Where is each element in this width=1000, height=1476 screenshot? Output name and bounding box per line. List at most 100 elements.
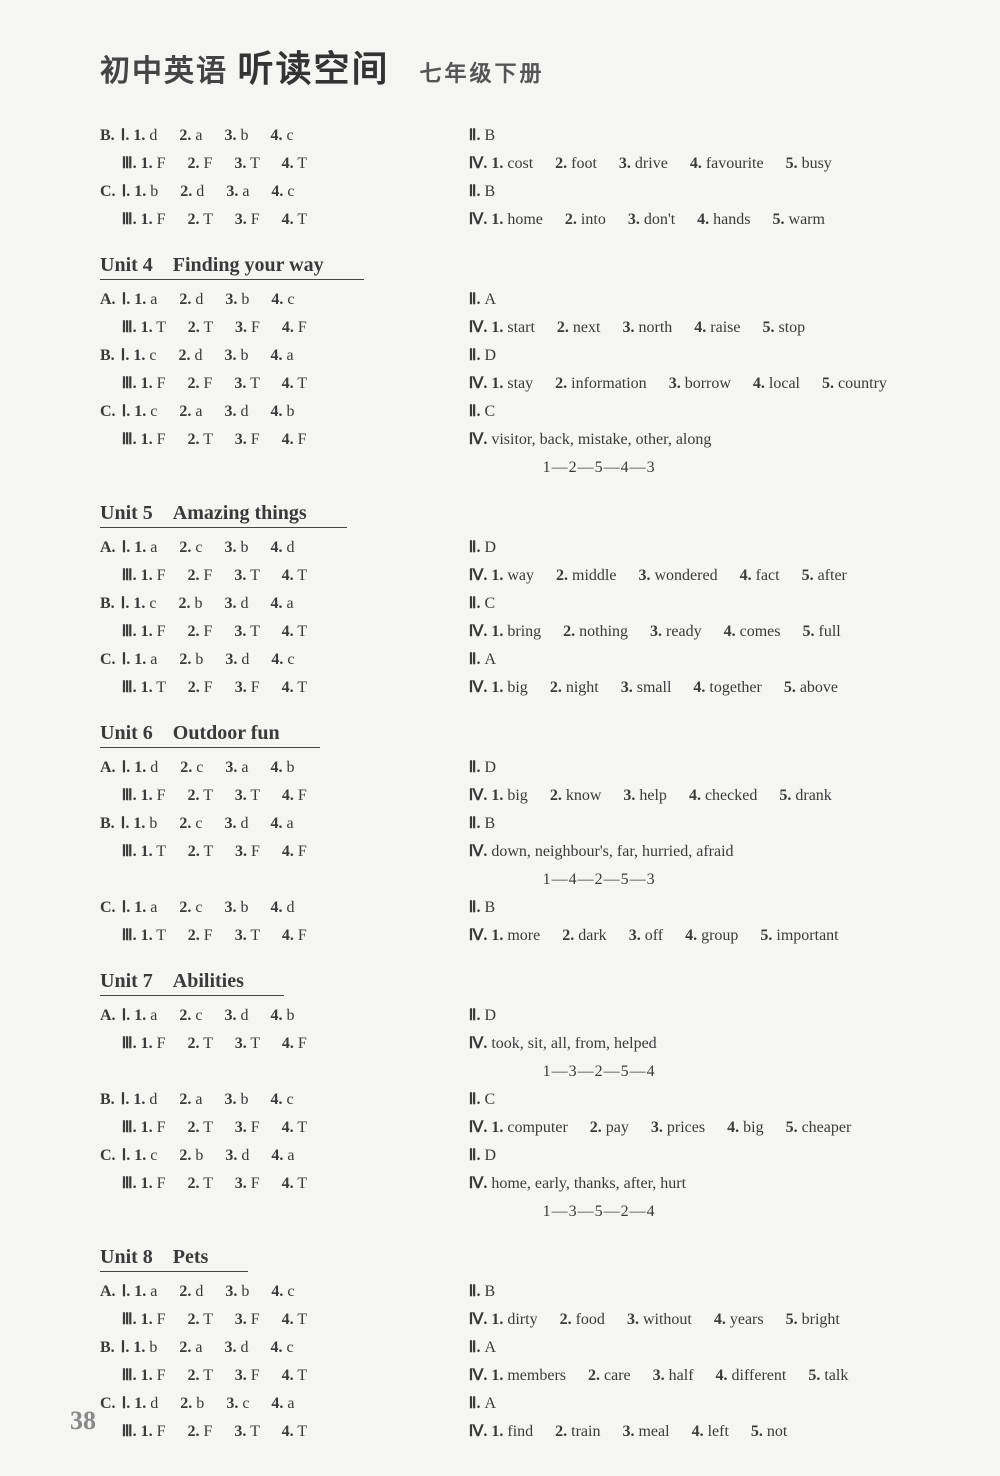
answer-item: 3. F (235, 431, 276, 448)
answer-item: 3. T (234, 623, 275, 640)
answer-item: 4. c (271, 1091, 310, 1108)
answer-item: 4. a (271, 1395, 310, 1412)
section-label: B. (100, 347, 115, 364)
answer-item: 2. c (179, 899, 218, 916)
answer-item: 4. T (282, 1367, 323, 1384)
answer-row-left: B.Ⅰ. 1. c 2. b 3. d 4. a (100, 590, 449, 618)
answer-item: 1. home (491, 211, 559, 228)
answer-item: 2. middle (556, 567, 632, 584)
answer-item: 4. a (271, 1147, 310, 1164)
roman-numeral: Ⅰ. (121, 1091, 134, 1108)
answer-item: 3. T (235, 1035, 276, 1052)
answer-item: 4. F (282, 319, 323, 336)
answer-item: 3. d (225, 1007, 265, 1024)
answer-item: 4. T (282, 1423, 323, 1440)
unit-columns: A.Ⅰ. 1. a 2. d 3. b 4. c A.Ⅲ. 1. F 2. T … (100, 1278, 930, 1446)
answer-row-left: C.Ⅰ. 1. a 2. b 3. d 4. c (100, 646, 449, 674)
answer-item: 4. a (271, 815, 310, 832)
left-column: A.Ⅰ. 1. a 2. c 3. d 4. b A.Ⅲ. 1. F 2. T … (100, 1002, 449, 1226)
section-label: A. (100, 1283, 116, 1300)
answer-item: 2. train (555, 1423, 616, 1440)
answer-row-right: Ⅳ. 1. stay 2. information 3. borrow 4. l… (469, 370, 930, 398)
answer-item: 2. d (179, 291, 219, 308)
answer-row-right: Ⅱ. B (469, 1278, 930, 1306)
roman-numeral: Ⅲ. (122, 1367, 141, 1384)
section-label: C. (100, 899, 116, 916)
section-label: A. (100, 1007, 116, 1024)
answer-item: 5. after (802, 567, 863, 584)
roman-numeral: Ⅲ. (122, 623, 141, 640)
answer-item: 3. F (235, 1311, 276, 1328)
roman-numeral: Ⅳ. (469, 1175, 492, 1192)
section-label: C. (100, 1147, 116, 1164)
answer-text: D (484, 1147, 496, 1164)
section-label: B. (100, 815, 115, 832)
page-header: 初中英语 听读空间 七年级下册 (100, 40, 930, 92)
answer-item: 4. T (282, 679, 323, 696)
answer-row-right: Ⅳ. 1. home 2. into 3. don't 4. hands 5. … (469, 206, 930, 234)
answer-item: 5. not (751, 1423, 803, 1440)
roman-numeral: Ⅱ. (469, 899, 485, 916)
answer-item: 1. F (141, 1119, 182, 1136)
answer-item: 2. T (188, 843, 229, 860)
roman-numeral: Ⅳ. (469, 679, 492, 696)
answer-item: 5. warm (773, 211, 841, 228)
answer-item: 2. F (188, 623, 229, 640)
answer-item: 3. a (225, 759, 264, 776)
answer-item: 1. a (134, 1007, 173, 1024)
roman-numeral: Ⅳ. (469, 1367, 492, 1384)
answer-row-left: A.Ⅲ. 1. F 2. F 3. T 4. T (100, 618, 449, 646)
answer-row-right: Ⅳ. 1. bring 2. nothing 3. ready 4. comes… (469, 618, 930, 646)
left-column: A.Ⅰ. 1. a 2. d 3. b 4. c A.Ⅲ. 1. T 2. T … (100, 286, 449, 482)
answer-item: 1. T (141, 927, 182, 944)
roman-numeral: Ⅱ. (469, 1339, 485, 1356)
answer-item: 3. F (235, 211, 276, 228)
roman-numeral: Ⅲ. (122, 431, 141, 448)
roman-numeral: Ⅰ. (122, 759, 135, 776)
answer-item: 1. big (491, 787, 543, 804)
answer-item: 2. d (180, 183, 220, 200)
roman-numeral: Ⅳ. (469, 1311, 492, 1328)
section-label: A. (100, 539, 116, 556)
answer-item: 2. night (550, 679, 615, 696)
roman-numeral: Ⅰ. (122, 1147, 135, 1164)
roman-numeral: Ⅲ. (122, 567, 141, 584)
answer-item: 2. b (180, 1395, 220, 1412)
answer-item: 5. important (760, 927, 854, 944)
left-column: B.Ⅰ. 1. d 2. a 3. b 4. c A.Ⅲ. 1. F 2. F … (100, 122, 449, 234)
answer-item: 4. d (271, 539, 311, 556)
roman-numeral: Ⅲ. (122, 679, 141, 696)
answer-item: 1. find (491, 1423, 549, 1440)
page-number: 38 (70, 1406, 96, 1436)
roman-numeral: Ⅰ. (122, 1007, 135, 1024)
answer-item: 1. cost (491, 155, 549, 172)
sequence-row: 1—3—2—5—4 (469, 1058, 930, 1086)
answer-row-left: A.Ⅲ. 1. T 2. T 3. F 4. F (100, 838, 449, 866)
answer-row-right: Ⅳ. 1. find 2. train 3. meal 4. left 5. n… (469, 1418, 930, 1446)
answer-row-left: A.Ⅲ. 1. F 2. T 3. F 4. T (100, 1306, 449, 1334)
answer-row-right: Ⅳ. 1. big 2. know 3. help 4. checked 5. … (469, 782, 930, 810)
answer-text: D (484, 539, 496, 556)
answer-row-right: Ⅱ. A (469, 1334, 930, 1362)
header-title-em: 听读空间 (238, 49, 390, 89)
answer-item: 2. a (179, 403, 218, 420)
answer-item: 3. T (234, 1423, 275, 1440)
answer-row-right: Ⅳ. 1. computer 2. pay 3. prices 4. big 5… (469, 1114, 930, 1142)
answer-item: 2. F (188, 567, 229, 584)
answer-item: 1. start (491, 319, 551, 336)
answer-item: 5. country (822, 375, 903, 392)
answer-item: 5. stop (762, 319, 821, 336)
answer-item: 3. d (225, 403, 265, 420)
answer-item: 3. F (235, 319, 276, 336)
answer-item: 4. T (282, 567, 323, 584)
roman-numeral: Ⅳ. (469, 927, 492, 944)
answer-row-left: A.Ⅲ. 1. F 2. T 3. F 4. T (100, 1170, 449, 1198)
answer-item: 1. F (141, 155, 182, 172)
answer-item: 4. fact (740, 567, 796, 584)
answer-item: 5. full (802, 623, 856, 640)
answer-text: D (484, 1007, 496, 1024)
answer-item: 3. T (235, 787, 276, 804)
answer-row-right: Ⅳ. 1. way 2. middle 3. wondered 4. fact … (469, 562, 930, 590)
answer-row-left: A.Ⅰ. 1. d 2. c 3. a 4. b (100, 754, 449, 782)
answer-item: 2. a (179, 1091, 218, 1108)
